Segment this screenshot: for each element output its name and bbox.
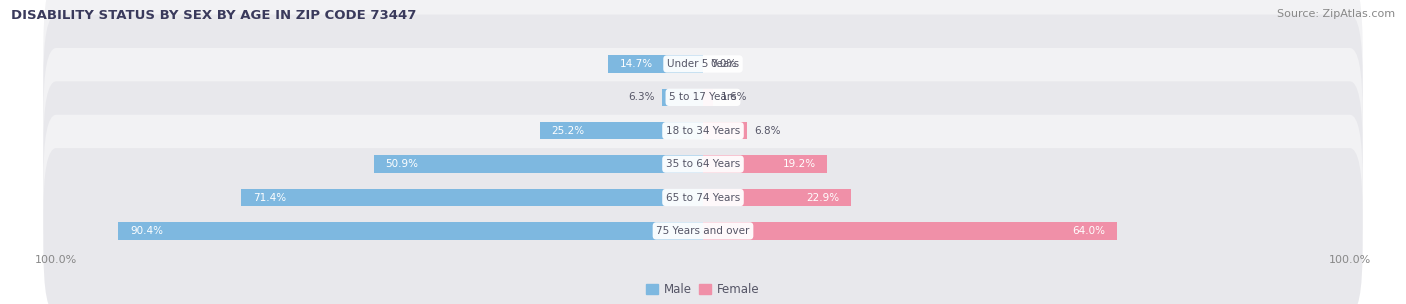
Bar <box>662 89 703 106</box>
Text: 22.9%: 22.9% <box>807 192 839 202</box>
FancyBboxPatch shape <box>44 48 1362 213</box>
Bar <box>703 189 851 206</box>
Text: 19.2%: 19.2% <box>782 159 815 169</box>
Bar <box>703 122 747 140</box>
Text: Under 5 Years: Under 5 Years <box>666 59 740 69</box>
Text: 1.6%: 1.6% <box>721 92 748 102</box>
FancyBboxPatch shape <box>44 15 1362 180</box>
Text: 50.9%: 50.9% <box>385 159 419 169</box>
Text: DISABILITY STATUS BY SEX BY AGE IN ZIP CODE 73447: DISABILITY STATUS BY SEX BY AGE IN ZIP C… <box>11 9 416 22</box>
FancyBboxPatch shape <box>44 115 1362 280</box>
Text: 14.7%: 14.7% <box>620 59 652 69</box>
Bar <box>703 89 713 106</box>
Bar <box>118 222 703 240</box>
Text: 0.0%: 0.0% <box>711 59 737 69</box>
Text: 75 Years and over: 75 Years and over <box>657 226 749 236</box>
Bar <box>374 155 703 173</box>
Text: 5 to 17 Years: 5 to 17 Years <box>669 92 737 102</box>
FancyBboxPatch shape <box>44 148 1362 304</box>
Text: 18 to 34 Years: 18 to 34 Years <box>666 126 740 136</box>
Text: 6.3%: 6.3% <box>628 92 655 102</box>
FancyBboxPatch shape <box>44 0 1362 147</box>
Bar <box>540 122 703 140</box>
Text: Source: ZipAtlas.com: Source: ZipAtlas.com <box>1277 9 1395 19</box>
Bar <box>242 189 703 206</box>
Text: 35 to 64 Years: 35 to 64 Years <box>666 159 740 169</box>
Text: 64.0%: 64.0% <box>1073 226 1105 236</box>
Bar <box>703 155 827 173</box>
Text: 25.2%: 25.2% <box>551 126 585 136</box>
Text: 65 to 74 Years: 65 to 74 Years <box>666 192 740 202</box>
Text: 6.8%: 6.8% <box>755 126 782 136</box>
Bar <box>607 55 703 73</box>
Text: 71.4%: 71.4% <box>253 192 285 202</box>
FancyBboxPatch shape <box>44 81 1362 247</box>
Text: 90.4%: 90.4% <box>129 226 163 236</box>
Bar <box>703 222 1116 240</box>
Legend: Male, Female: Male, Female <box>641 278 765 300</box>
